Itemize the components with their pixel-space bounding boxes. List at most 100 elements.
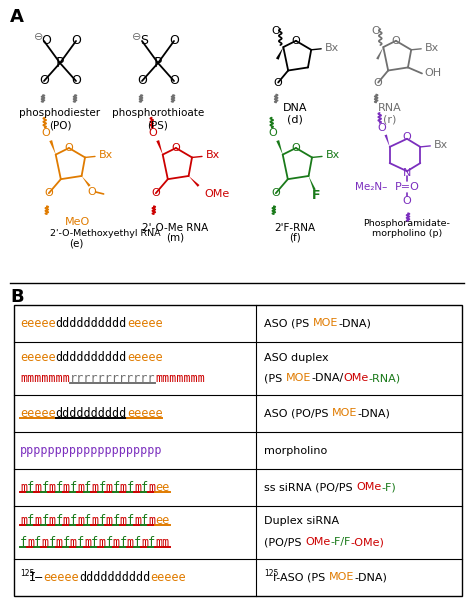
- Text: m: m: [34, 514, 41, 527]
- Text: OMe: OMe: [305, 537, 330, 547]
- PathPatch shape: [189, 176, 200, 187]
- Text: f: f: [70, 514, 77, 527]
- Text: O: O: [292, 36, 300, 46]
- Text: N: N: [403, 168, 411, 178]
- PathPatch shape: [376, 47, 383, 59]
- Text: rrrrrrrrrrrr: rrrrrrrrrrrr: [70, 371, 155, 385]
- Text: m: m: [99, 536, 106, 548]
- Text: O: O: [169, 74, 179, 88]
- Text: f: f: [99, 514, 106, 527]
- Text: I-ASO (PS: I-ASO (PS: [273, 572, 329, 583]
- Text: 2'-O-Methoxyethyl RNA: 2'-O-Methoxyethyl RNA: [50, 229, 161, 238]
- Text: f: f: [48, 536, 55, 548]
- Text: O: O: [41, 34, 51, 47]
- Text: Bx: Bx: [206, 151, 220, 160]
- Text: (PS): (PS): [147, 120, 168, 130]
- Text: O: O: [71, 34, 81, 47]
- Text: m: m: [106, 481, 113, 494]
- Text: m: m: [70, 536, 77, 548]
- Text: eeeee: eeeee: [20, 352, 55, 364]
- PathPatch shape: [276, 140, 283, 155]
- Text: -DNA): -DNA): [354, 572, 387, 583]
- Text: Duplex siRNA: Duplex siRNA: [264, 516, 339, 526]
- Text: ASO duplex: ASO duplex: [264, 353, 328, 363]
- PathPatch shape: [384, 134, 390, 147]
- Text: ss siRNA (PO/PS: ss siRNA (PO/PS: [264, 482, 356, 493]
- Text: O: O: [45, 188, 53, 198]
- Text: Bx: Bx: [326, 151, 340, 160]
- Text: m: m: [91, 481, 99, 494]
- Text: f: f: [84, 481, 91, 494]
- Text: Phosphoramidate-: Phosphoramidate-: [364, 219, 450, 228]
- Text: O: O: [151, 188, 160, 198]
- Text: DNA: DNA: [283, 103, 307, 113]
- Text: -F): -F): [382, 482, 396, 493]
- Text: m: m: [120, 481, 127, 494]
- Text: dddddddddd: dddddddddd: [79, 571, 150, 584]
- Text: O: O: [271, 26, 280, 36]
- Text: f: f: [63, 536, 70, 548]
- Text: O: O: [392, 36, 400, 46]
- Text: (f): (f): [289, 233, 301, 243]
- Text: O: O: [71, 74, 81, 88]
- Text: (r): (r): [383, 114, 397, 124]
- Text: O: O: [148, 128, 157, 137]
- Text: f: f: [141, 481, 148, 494]
- PathPatch shape: [49, 140, 56, 155]
- PathPatch shape: [276, 47, 283, 60]
- Text: -DNA): -DNA): [357, 409, 390, 419]
- Text: eeeee: eeeee: [20, 407, 55, 420]
- Text: O: O: [137, 74, 147, 88]
- Text: 2'-O-Me RNA: 2'-O-Me RNA: [142, 223, 208, 233]
- Text: mmmmmmm: mmmmmmm: [20, 371, 70, 385]
- Text: (PO/PS: (PO/PS: [264, 537, 305, 547]
- Text: OMe: OMe: [205, 189, 230, 199]
- Text: m: m: [141, 536, 148, 548]
- Text: O: O: [172, 143, 180, 153]
- Text: Me₂N–: Me₂N–: [355, 182, 387, 192]
- Text: -OMe): -OMe): [351, 537, 384, 547]
- Text: MOE: MOE: [329, 572, 354, 583]
- Text: phosphorothioate: phosphorothioate: [112, 108, 204, 118]
- Text: O: O: [268, 128, 277, 137]
- Text: O: O: [41, 128, 50, 137]
- Text: f: f: [34, 536, 41, 548]
- Text: m: m: [106, 514, 113, 527]
- Text: m: m: [120, 514, 127, 527]
- Text: m: m: [20, 481, 27, 494]
- Text: f: f: [127, 481, 134, 494]
- Text: eeeee: eeeee: [127, 407, 163, 420]
- Text: Bx: Bx: [99, 151, 113, 160]
- Text: m: m: [91, 514, 99, 527]
- Text: f: f: [27, 514, 34, 527]
- Text: m: m: [127, 536, 134, 548]
- Text: m: m: [63, 514, 70, 527]
- Text: pppppppppppppppppppp: pppppppppppppppppppp: [20, 444, 163, 457]
- Text: MOE: MOE: [286, 373, 311, 383]
- Text: dddddddddd: dddddddddd: [55, 407, 127, 420]
- Text: 125: 125: [264, 569, 278, 578]
- Text: O: O: [371, 26, 380, 36]
- Text: m: m: [77, 514, 84, 527]
- Text: O: O: [169, 34, 179, 47]
- Text: (e): (e): [69, 239, 83, 249]
- Text: ⊖: ⊖: [132, 32, 142, 42]
- Text: m: m: [48, 481, 55, 494]
- Text: ee: ee: [155, 481, 170, 494]
- Text: S: S: [140, 34, 148, 47]
- Text: f: f: [120, 536, 127, 548]
- Text: m: m: [77, 481, 84, 494]
- Text: f: f: [127, 514, 134, 527]
- Text: -RNA): -RNA): [369, 373, 401, 383]
- Text: m: m: [134, 514, 141, 527]
- Text: Bx: Bx: [425, 43, 439, 53]
- PathPatch shape: [82, 176, 91, 187]
- Text: m: m: [55, 536, 63, 548]
- Text: 125: 125: [20, 569, 35, 578]
- Text: f: f: [148, 536, 155, 548]
- Text: Bx: Bx: [325, 43, 339, 53]
- Text: morpholino (p): morpholino (p): [372, 229, 442, 238]
- Text: f: f: [141, 514, 148, 527]
- Text: Bx: Bx: [434, 140, 448, 150]
- Text: eeeee: eeeee: [150, 571, 186, 584]
